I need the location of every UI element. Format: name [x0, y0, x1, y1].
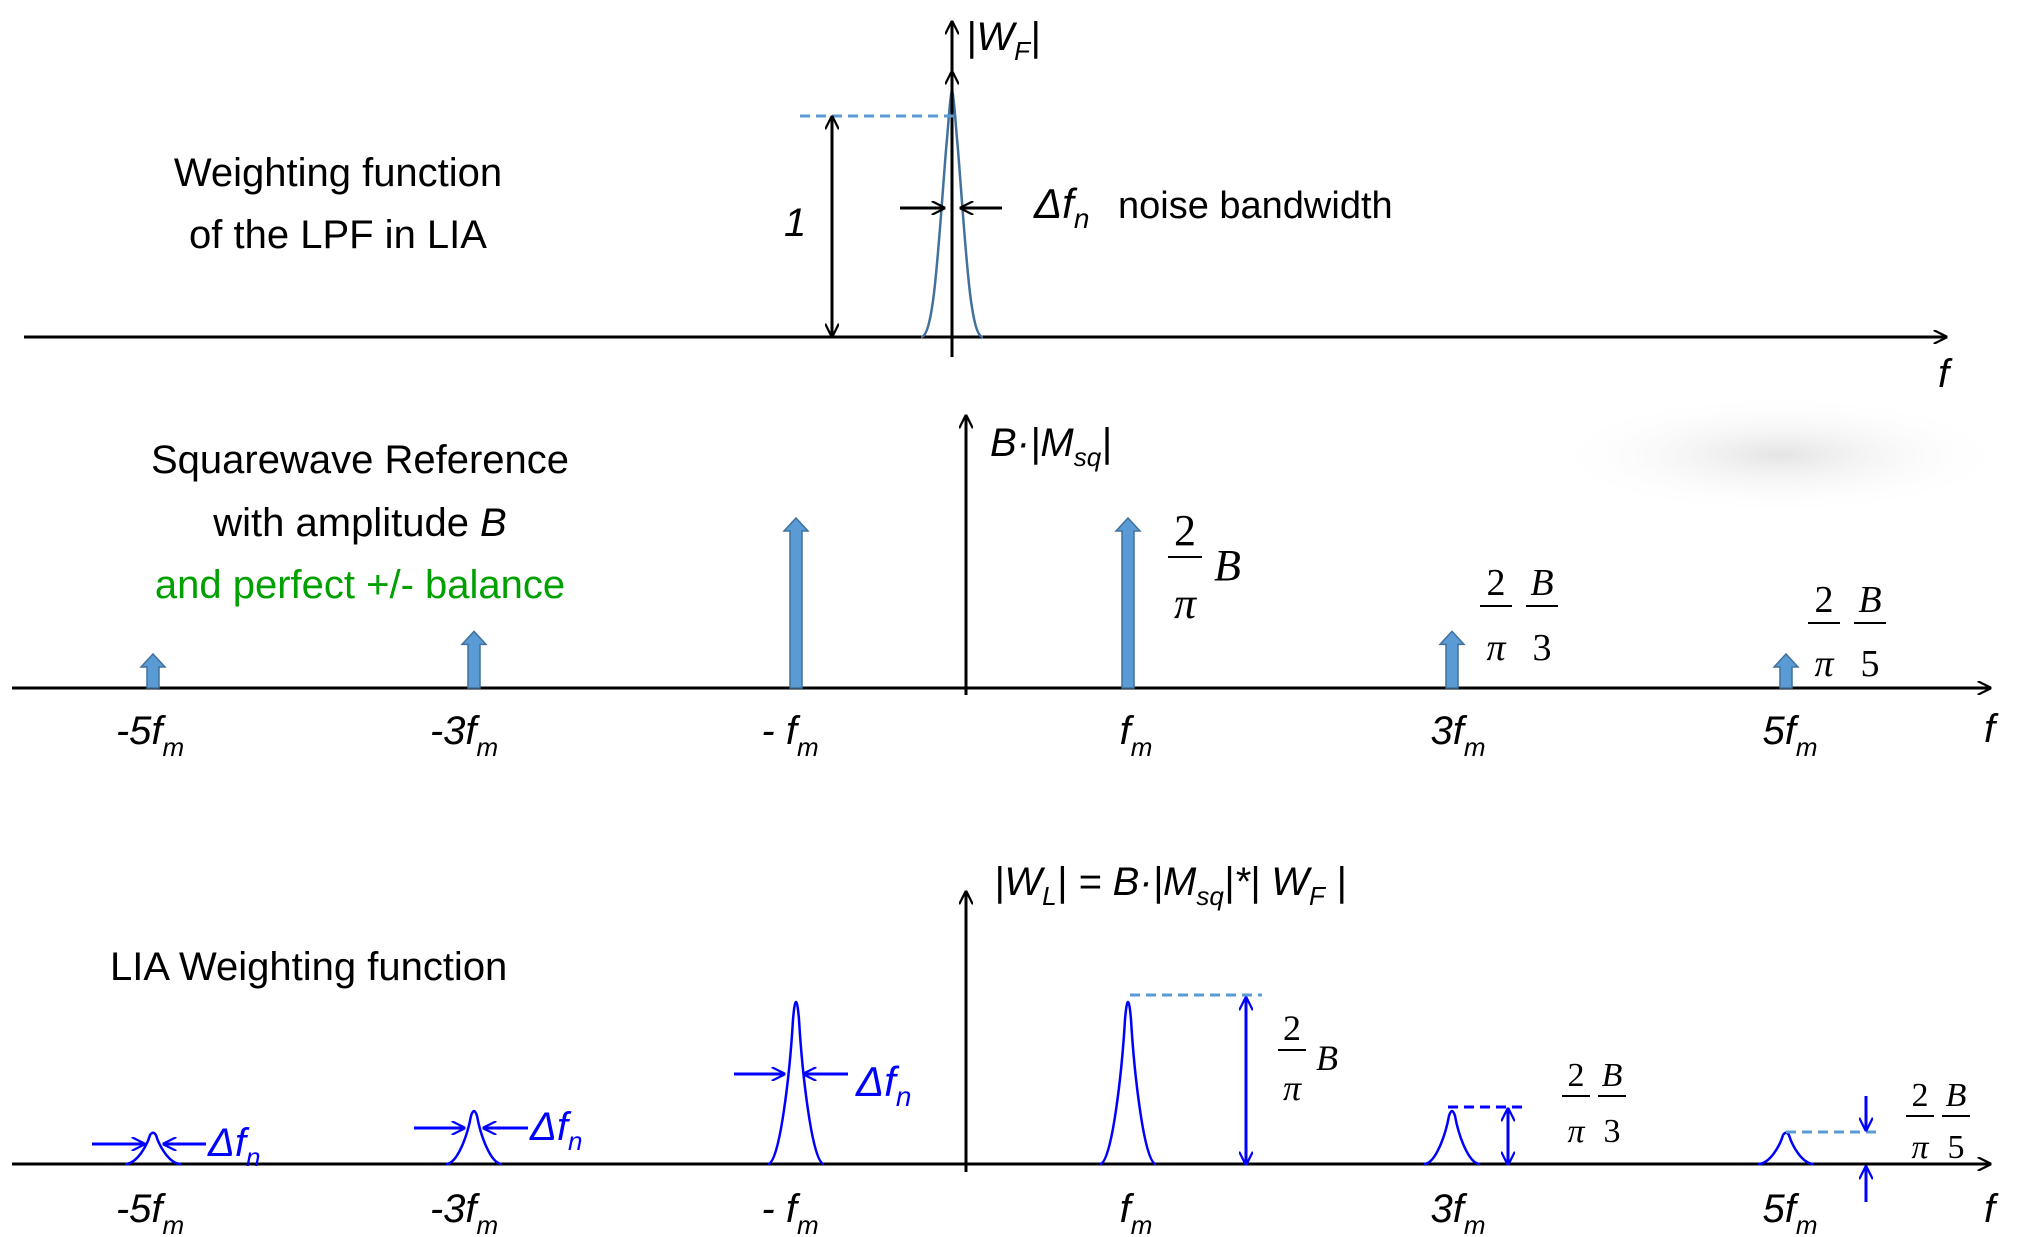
- annot-f5-den2: 5: [1861, 643, 1880, 685]
- panel2-y-axis-label: B·|Msq|: [990, 421, 1112, 472]
- annot-f5-den1: π: [1814, 643, 1834, 685]
- annot3-f1-num: 2: [1283, 1008, 1301, 1048]
- harmonic-stem: [782, 516, 810, 689]
- panel-lpf-weighting: Weighting function of the LPF in LIA f |…: [24, 15, 1953, 396]
- annot3-f1-den: π: [1283, 1068, 1302, 1108]
- annot-f3-num2: B: [1530, 562, 1553, 604]
- annot3-f1: 2 π B: [1278, 1008, 1338, 1108]
- bandwidth-symbol: Δfn: [1033, 180, 1089, 234]
- panel2-caption-line2: with amplitude B: [212, 501, 506, 545]
- annot3-f1-var: B: [1316, 1038, 1338, 1078]
- annot-f5: 2 π B 5: [1808, 579, 1886, 685]
- panel3-y-axis-label: |WL| = B·|Msq|*| WF |: [994, 860, 1346, 911]
- lia-peak: [1757, 1131, 1815, 1166]
- annot-f1-den: π: [1174, 579, 1198, 628]
- panel-squarewave-reference: Squarewave Reference with amplitude B an…: [12, 416, 1999, 762]
- panel2-tick-label: fm: [1120, 709, 1153, 762]
- harmonic-stem: [1438, 630, 1466, 689]
- lia-peak: [445, 1109, 503, 1166]
- annot-f5-num2: B: [1858, 579, 1881, 621]
- panel2-caption-line3: and perfect +/- balance: [155, 563, 565, 607]
- annot3-f5-den1: π: [1911, 1129, 1929, 1166]
- annot-f3-den2: 3: [1533, 627, 1552, 669]
- lia-peak: [1423, 1109, 1481, 1166]
- panel2-tick-label: 5fm: [1762, 709, 1817, 762]
- harmonic-stem: [1772, 652, 1800, 689]
- panel1-x-axis-label: f: [1938, 352, 1953, 396]
- panel3-tick-label: 3fm: [1430, 1187, 1485, 1237]
- panel3-tick-label: -5fm: [116, 1187, 184, 1237]
- panel2-caption-line1: Squarewave Reference: [151, 438, 569, 482]
- panel3-tick-labels: -5fm -3fm - fm fm 3fm 5fm: [116, 1187, 1818, 1237]
- annot3-f5-den2: 5: [1948, 1129, 1965, 1166]
- annot3-f5-num2: B: [1946, 1077, 1967, 1114]
- panel2-tick-label: -5fm: [116, 709, 184, 762]
- annot3-f3-num2: B: [1602, 1057, 1623, 1094]
- harmonic-stem: [460, 630, 488, 689]
- bw-label-m5: Δfn: [207, 1121, 260, 1172]
- panel2-tick-label: -3fm: [430, 709, 498, 762]
- panel1-y-axis-label: |WF|: [966, 15, 1040, 66]
- panel3-caption: LIA Weighting function: [110, 945, 507, 989]
- lia-peak: [1099, 1000, 1157, 1166]
- lia-peak: [767, 1000, 825, 1166]
- panel3-tick-label: -3fm: [430, 1187, 498, 1237]
- panel2-tick-label: 3fm: [1430, 709, 1485, 762]
- annot3-f3: 2 π B 3: [1562, 1057, 1626, 1150]
- annot3-f5-num1: 2: [1912, 1077, 1929, 1114]
- bw-label-m3: Δfn: [529, 1105, 582, 1156]
- annot-2-over-pi-B: 2 π B: [1168, 506, 1241, 628]
- harmonic-stem: [1114, 516, 1142, 689]
- panel2-x-axis-label: f: [1984, 707, 1999, 751]
- annot3-f3-den1: π: [1567, 1113, 1585, 1150]
- panel2-tick-labels: -5fm -3fm - fm fm 3fm 5fm: [116, 709, 1818, 762]
- annot-f1-var: B: [1214, 541, 1241, 590]
- annot-f3-num1: 2: [1487, 562, 1506, 604]
- annot-f5-num1: 2: [1815, 579, 1834, 621]
- annot3-f3-num1: 2: [1568, 1057, 1585, 1094]
- panel3-tick-label: 5fm: [1762, 1187, 1817, 1237]
- panel3-tick-label: fm: [1120, 1187, 1153, 1237]
- reference-stems: [139, 516, 1800, 689]
- panel2-tick-label: - fm: [761, 709, 818, 762]
- bandwidth-text: noise bandwidth: [1118, 185, 1393, 227]
- annot3-f3-den2: 3: [1604, 1113, 1621, 1150]
- annot-f3: 2 π B 3: [1480, 562, 1558, 669]
- annot-f1-num: 2: [1174, 506, 1196, 555]
- background-smudge: [1550, 395, 2010, 515]
- annot-f3-den1: π: [1486, 627, 1506, 669]
- panel1-caption-line1: Weighting function: [174, 151, 502, 195]
- panel1-caption-line2: of the LPF in LIA: [189, 213, 487, 257]
- panel3-x-axis-label: f: [1984, 1187, 1999, 1231]
- lia-peaks: [124, 1000, 1815, 1166]
- bw-label-m1: Δfn: [855, 1058, 911, 1112]
- lia-peak: [124, 1131, 182, 1166]
- annot3-f5: 2 π B 5: [1906, 1077, 1970, 1166]
- panel3-tick-label: - fm: [761, 1187, 818, 1237]
- panel-lia-weighting: LIA Weighting function f |WL| = B·|Msq|*…: [12, 860, 1999, 1237]
- height-label: 1: [784, 201, 806, 245]
- harmonic-stem: [139, 652, 167, 689]
